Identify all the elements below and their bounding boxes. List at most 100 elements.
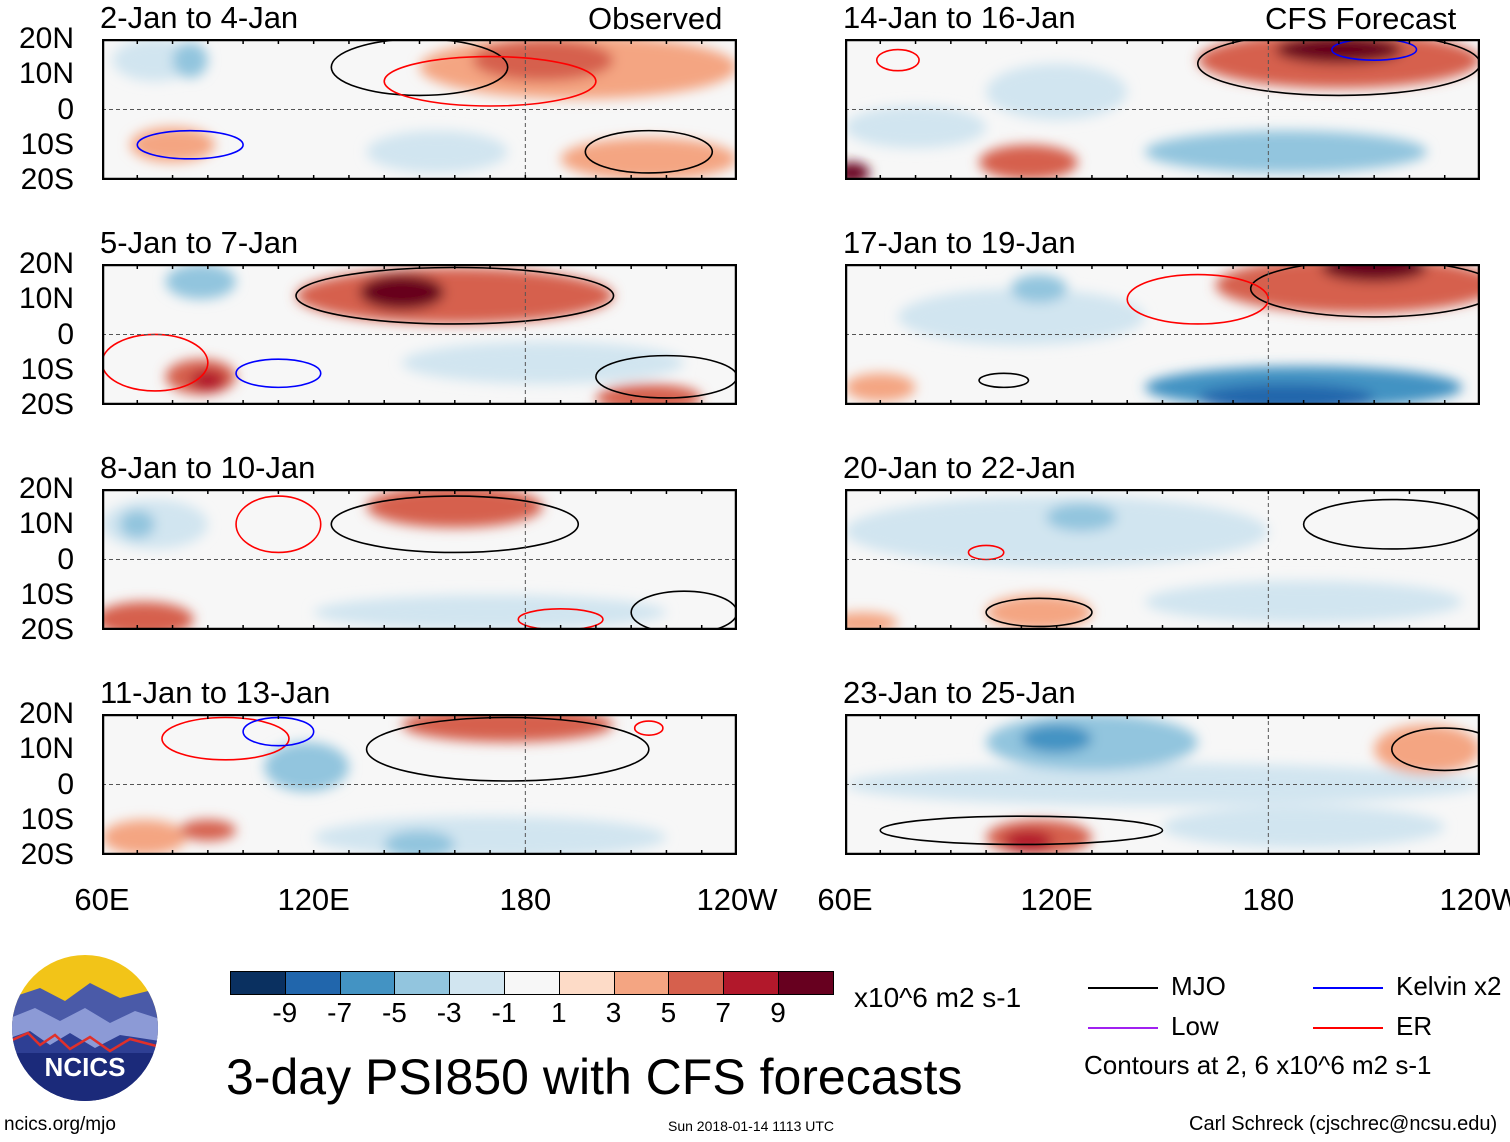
- mjo-contour: [985, 597, 1093, 628]
- colorbar-swatch: [723, 971, 779, 995]
- field-anomaly: [595, 383, 702, 405]
- panel-title: 17-Jan to 19-Jan: [843, 225, 1076, 260]
- er-contour: [383, 55, 597, 107]
- colorbar-label: -9: [272, 997, 298, 1028]
- colorbar-label: -5: [381, 997, 407, 1028]
- lat-tick-label: 10S: [20, 577, 74, 611]
- map-panel: [845, 714, 1480, 855]
- map-panel: [102, 489, 737, 630]
- map-panel: [845, 264, 1480, 405]
- kelvin-contour: [235, 358, 322, 389]
- lat-tick-label: 10N: [18, 57, 74, 91]
- lat-tick-label: 10S: [20, 352, 74, 386]
- field-anomaly: [165, 264, 237, 300]
- field-anomaly: [366, 130, 508, 173]
- field-anomaly: [190, 369, 226, 391]
- mjo-contour: [1197, 39, 1480, 97]
- er-contour: [235, 495, 322, 554]
- lon-tick-label: 120W: [696, 882, 778, 917]
- panel-title: 23-Jan to 25-Jan: [843, 675, 1076, 710]
- field-anomaly: [986, 63, 1128, 121]
- er-contour: [875, 48, 920, 72]
- field-anomaly: [1144, 130, 1428, 173]
- field-anomaly: [172, 42, 208, 78]
- lat-tick-label: 20S: [20, 388, 74, 421]
- colorbar-label: 9: [770, 997, 786, 1028]
- legend-line-low: [1088, 1027, 1158, 1029]
- lon-tick-label: 120W: [1439, 882, 1510, 917]
- panel-title: 8-Jan to 10-Jan: [100, 450, 316, 485]
- lat-tick-label: 10N: [18, 282, 74, 316]
- colorbar-swatch: [558, 971, 615, 995]
- colorbar-swatch: [613, 971, 670, 995]
- field-anomaly: [845, 496, 1269, 567]
- colorbar-swatch: [449, 971, 505, 995]
- field-anomaly: [1275, 39, 1403, 64]
- mjo-contour: [1391, 727, 1480, 772]
- legend-line-mjo: [1088, 987, 1158, 989]
- panel-title: 11-Jan to 13-Jan: [100, 675, 331, 710]
- mjo-contour: [330, 495, 580, 554]
- legend-label: ER: [1396, 1011, 1433, 1041]
- legend-line-kelvin: [1313, 987, 1383, 989]
- field-anomaly: [1162, 805, 1445, 848]
- lat-tick-label: 0: [57, 317, 74, 351]
- forecast-label: CFS Forecast: [1265, 1, 1457, 36]
- logo-text: NCICS: [45, 1052, 126, 1082]
- kelvin-contour: [136, 129, 244, 160]
- field-anomaly: [359, 274, 445, 310]
- mjo-contour: [879, 815, 1164, 846]
- lat-tick-label: 10S: [20, 127, 74, 161]
- legend-line-er: [1313, 1027, 1383, 1029]
- units-label: x10^6 m2 s-1: [854, 982, 1022, 1013]
- contour-note: Contours at 2, 6 x10^6 m2 s-1: [1084, 1050, 1432, 1080]
- colorbar-swatch: [668, 971, 725, 995]
- lat-tick-label: 0: [57, 92, 74, 126]
- colorbar-label: 7: [715, 997, 731, 1028]
- author: Carl Schreck (cjschrec@ncsu.edu): [1189, 1113, 1498, 1135]
- colorbar-swatch: [284, 971, 341, 995]
- field-anomaly: [1197, 383, 1375, 405]
- lon-tick-label: 120E: [277, 882, 350, 917]
- lat-tick-label: 20N: [18, 22, 74, 55]
- site-url[interactable]: ncics.org/mjo: [4, 1114, 116, 1135]
- lat-tick-label: 20S: [20, 613, 74, 646]
- lat-tick-label: 0: [57, 767, 74, 801]
- lat-tick-label: 20N: [18, 247, 74, 280]
- field-anomaly: [401, 341, 685, 384]
- mjo-contour: [978, 372, 1030, 389]
- field-anomaly: [986, 714, 1198, 771]
- colorbar-label: -1: [491, 997, 517, 1028]
- lon-tick-label: 180: [499, 882, 552, 917]
- field-anomaly: [979, 144, 1078, 180]
- legend-label: Kelvin x2: [1396, 971, 1502, 1001]
- lat-tick-label: 20N: [18, 697, 74, 730]
- lon-tick-label: 60E: [74, 882, 130, 917]
- map-panel: [845, 489, 1480, 630]
- ncics-logo: NCICS: [12, 955, 158, 1101]
- colorbar-swatch: [339, 971, 396, 995]
- colorbar-label: 1: [551, 997, 567, 1028]
- field-anomaly: [845, 612, 898, 630]
- field-anomaly: [986, 594, 1092, 630]
- field-anomaly: [384, 830, 455, 855]
- field-anomaly: [1003, 830, 1054, 852]
- mjo-contour: [365, 716, 650, 782]
- colorbar-label: 3: [605, 997, 622, 1028]
- colorbar-swatch: [504, 971, 560, 995]
- er-contour: [161, 716, 290, 761]
- field-anomaly: [1010, 274, 1068, 303]
- panel-title: 14-Jan to 16-Jan: [843, 0, 1076, 35]
- field-anomaly: [897, 288, 1145, 346]
- map-panel: [845, 39, 1480, 180]
- legend-label: Low: [1171, 1011, 1219, 1041]
- map-panel: [102, 714, 737, 855]
- legend-label: MJO: [1171, 971, 1226, 1001]
- field-anomaly: [560, 137, 737, 180]
- panel-title: 20-Jan to 22-Jan: [843, 450, 1076, 485]
- kelvin-contour: [1331, 39, 1418, 61]
- field-anomaly: [313, 594, 667, 630]
- panel-title: 5-Jan to 7-Jan: [100, 225, 299, 260]
- map-panel: [102, 39, 737, 180]
- mjo-contour: [330, 39, 509, 97]
